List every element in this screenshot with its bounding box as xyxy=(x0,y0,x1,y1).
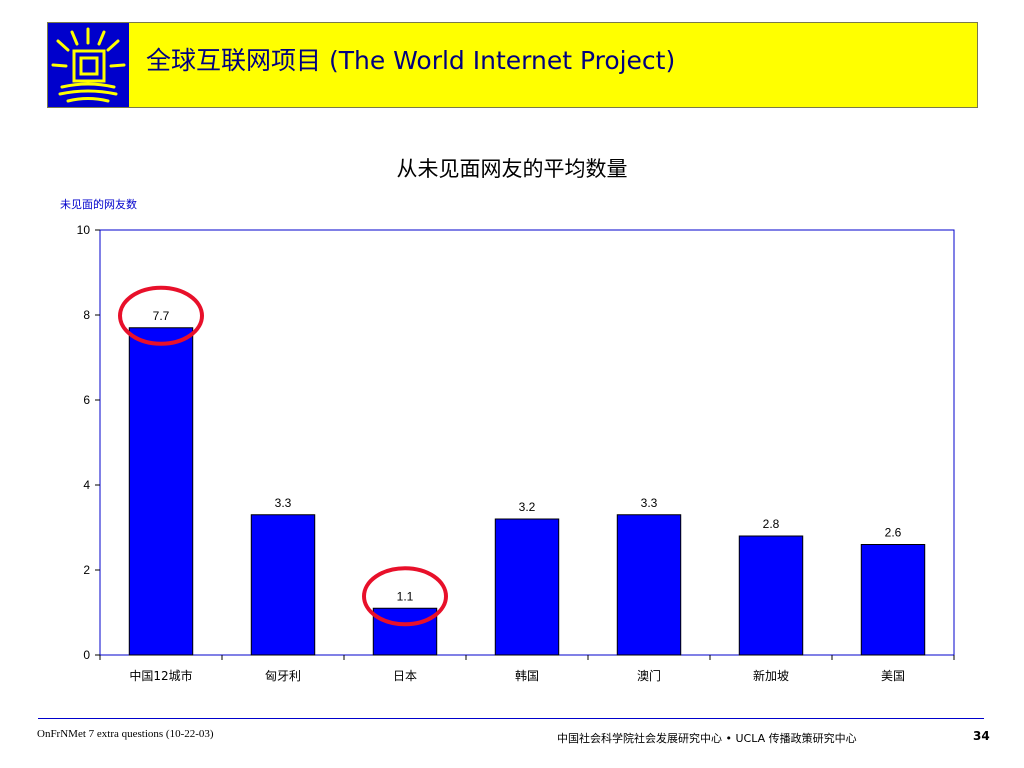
header-title: 全球互联网项目 (The World Internet Project) xyxy=(146,46,676,75)
data-label-background xyxy=(633,492,665,512)
bar xyxy=(494,518,560,656)
y-tick-label: 2 xyxy=(83,563,90,577)
highlight-circle xyxy=(362,566,448,627)
y-tick-label: 10 xyxy=(77,223,91,237)
data-label: 3.3 xyxy=(275,496,292,510)
bar xyxy=(128,327,194,656)
data-label-background xyxy=(755,514,787,533)
x-tick-label: 韩国 xyxy=(515,668,539,683)
bar xyxy=(250,514,316,656)
data-label: 1.1 xyxy=(397,589,414,603)
header-banner: 全球互联网项目 (The World Internet Project) xyxy=(47,22,978,108)
footer-source-note: OnFrNMet 7 extra questions (10-22-03) xyxy=(37,728,214,740)
x-tick-label: 匈牙利 xyxy=(265,669,301,683)
bar xyxy=(738,535,804,656)
data-label-background xyxy=(267,492,299,512)
x-tick-label: 美国 xyxy=(881,669,905,683)
x-tick-label: 中国12城市 xyxy=(129,668,192,683)
bar xyxy=(860,544,926,656)
page-number: 34 xyxy=(973,729,990,743)
footer-divider xyxy=(38,718,984,719)
data-label: 2.8 xyxy=(763,517,780,531)
data-label: 3.3 xyxy=(641,496,658,510)
y-tick-label: 0 xyxy=(83,648,90,662)
data-label: 3.2 xyxy=(519,500,536,514)
data-label-background xyxy=(389,586,421,606)
y-axis-label: 未见面的网友数 xyxy=(60,198,137,211)
y-tick-label: 6 xyxy=(83,393,90,407)
x-tick-label: 日本 xyxy=(393,669,417,683)
highlight-circle xyxy=(118,285,204,346)
window-logo-icon xyxy=(48,23,129,107)
footer-organizations: 中国社会科学院社会发展研究中心 • UCLA 传播政策研究中心 xyxy=(557,732,857,745)
y-tick-label: 4 xyxy=(83,478,90,492)
x-tick-label: 澳门 xyxy=(637,668,661,683)
y-tick-label: 8 xyxy=(83,308,90,322)
data-label-background xyxy=(511,497,543,516)
data-label-background xyxy=(145,305,177,325)
data-label-background xyxy=(877,522,909,542)
bar xyxy=(616,514,682,656)
data-label: 2.6 xyxy=(885,526,902,540)
bar xyxy=(372,607,438,656)
x-tick-label: 新加坡 xyxy=(753,668,789,683)
data-label: 7.7 xyxy=(153,309,170,323)
chart-title: 从未见面网友的平均数量 xyxy=(396,157,628,181)
